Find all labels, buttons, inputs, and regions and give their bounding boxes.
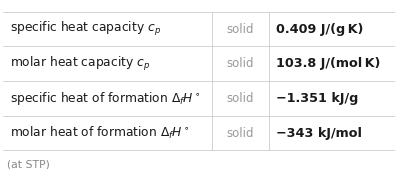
Text: 0.409 J/(g K): 0.409 J/(g K) bbox=[276, 23, 363, 36]
Text: solid: solid bbox=[227, 23, 254, 36]
Text: molar heat of formation $\Delta_f H^\circ$: molar heat of formation $\Delta_f H^\cir… bbox=[10, 125, 190, 141]
Text: −1.351 kJ/g: −1.351 kJ/g bbox=[276, 92, 358, 105]
Text: (at STP): (at STP) bbox=[7, 160, 50, 169]
Text: solid: solid bbox=[227, 127, 254, 140]
Text: solid: solid bbox=[227, 57, 254, 70]
Text: −343 kJ/mol: −343 kJ/mol bbox=[276, 127, 362, 140]
Text: specific heat capacity $c_p$: specific heat capacity $c_p$ bbox=[10, 20, 161, 38]
Text: 103.8 J/(mol K): 103.8 J/(mol K) bbox=[276, 57, 380, 70]
Text: solid: solid bbox=[227, 92, 254, 105]
Text: specific heat of formation $\Delta_f H^\circ$: specific heat of formation $\Delta_f H^\… bbox=[10, 90, 201, 107]
Text: molar heat capacity $c_p$: molar heat capacity $c_p$ bbox=[10, 55, 150, 73]
